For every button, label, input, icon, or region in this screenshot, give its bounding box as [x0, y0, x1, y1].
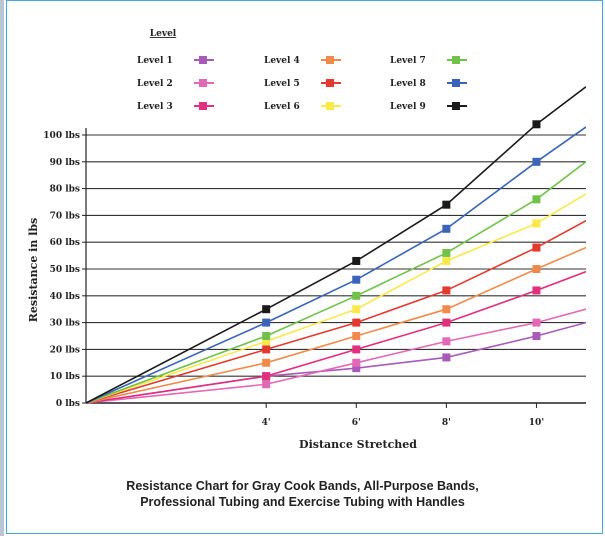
- series-line-level-5: [86, 220, 586, 404]
- left-edge-strip: [0, 0, 4, 536]
- data-point-level-2: [352, 358, 361, 367]
- data-point-level-6: [532, 219, 541, 228]
- data-point-level-9: [532, 120, 541, 129]
- data-point-level-4: [442, 305, 451, 314]
- y-tick-label: 80 lbs: [50, 185, 80, 195]
- data-point-level-3: [442, 318, 451, 327]
- legend-swatch-marker-level-9: [452, 102, 460, 110]
- legend-swatch-marker-level-5: [326, 79, 334, 87]
- data-point-level-5: [262, 345, 271, 354]
- legend-label-level-7: Level 7: [390, 56, 426, 66]
- y-tick-label: 10 lbs: [50, 372, 80, 382]
- x-tick-label: 6': [352, 418, 361, 428]
- legend-swatch-marker-level-6: [326, 102, 334, 110]
- data-point-level-7: [442, 248, 451, 257]
- series-line-level-8: [86, 126, 586, 404]
- y-tick-label: 30 lbs: [50, 319, 80, 329]
- data-point-level-5: [352, 318, 361, 327]
- series-line-level-6: [86, 193, 586, 404]
- legend-label-level-9: Level 9: [390, 102, 426, 112]
- chart-frame: [6, 0, 603, 534]
- data-point-level-5: [532, 243, 541, 252]
- series-line-level-9: [86, 86, 586, 404]
- chart-caption-line-2: Professional Tubing and Exercise Tubing …: [140, 495, 465, 509]
- data-point-level-8: [532, 157, 541, 166]
- data-point-level-4: [262, 358, 271, 367]
- data-point-level-9: [262, 305, 271, 314]
- data-point-level-7: [532, 195, 541, 204]
- legend-title: Level: [150, 29, 177, 39]
- y-tick-label: 50 lbs: [50, 265, 80, 275]
- series-line-level-3: [86, 270, 586, 404]
- data-point-level-6: [352, 305, 361, 314]
- legend-swatch-marker-level-7: [452, 56, 460, 64]
- data-point-level-2: [442, 337, 451, 346]
- y-tick-label: 70 lbs: [50, 211, 80, 221]
- legend-swatch-marker-level-4: [326, 56, 334, 64]
- data-point-level-9: [442, 200, 451, 209]
- data-point-level-7: [262, 332, 271, 340]
- data-point-level-4: [532, 265, 541, 273]
- legend-swatch-marker-level-3: [199, 102, 207, 110]
- data-point-level-2: [262, 380, 271, 389]
- y-tick-label: 20 lbs: [50, 345, 80, 355]
- series-line-level-7: [86, 161, 586, 404]
- data-point-level-6: [262, 337, 271, 346]
- data-point-level-4: [352, 332, 361, 340]
- y-tick-label: 60 lbs: [50, 238, 80, 248]
- data-point-level-3: [262, 372, 271, 381]
- y-tick-label: 90 lbs: [50, 158, 80, 168]
- legend-swatch-marker-level-8: [452, 79, 460, 87]
- data-point-level-8: [262, 318, 271, 327]
- legend-label-level-3: Level 3: [137, 102, 173, 112]
- data-point-level-7: [352, 291, 361, 300]
- data-point-level-1: [442, 353, 451, 362]
- data-point-level-1: [532, 332, 541, 340]
- data-point-level-2: [532, 318, 541, 327]
- series-line-level-2: [86, 308, 586, 404]
- x-tick-label: 4': [262, 418, 271, 428]
- series-line-level-4: [86, 246, 586, 404]
- data-point-level-3: [352, 345, 361, 354]
- data-point-level-1: [352, 364, 361, 373]
- y-tick-label: 0 lbs: [56, 399, 80, 409]
- x-tick-label: 8': [442, 418, 451, 428]
- legend-label-level-6: Level 6: [264, 102, 300, 112]
- data-point-level-9: [352, 256, 361, 265]
- y-axis-title: Resistance in lbs: [27, 218, 40, 323]
- data-point-level-6: [442, 256, 451, 265]
- legend-swatch-marker-level-1: [199, 56, 207, 64]
- series-line-level-1: [86, 321, 586, 404]
- legend-label-level-2: Level 2: [137, 79, 173, 89]
- y-tick-label: 100 lbs: [43, 131, 80, 141]
- legend-label-level-5: Level 5: [264, 79, 300, 89]
- legend-label-level-1: Level 1: [137, 56, 173, 66]
- y-tick-label: 40 lbs: [50, 292, 80, 302]
- legend-label-level-8: Level 8: [390, 79, 426, 89]
- x-tick-label: 10': [529, 418, 544, 428]
- data-point-level-5: [442, 286, 451, 295]
- chart-caption-line-1: Resistance Chart for Gray Cook Bands, Al…: [126, 479, 479, 493]
- data-point-level-8: [442, 224, 451, 233]
- x-axis-title: Distance Stretched: [299, 438, 417, 451]
- data-point-level-8: [352, 275, 361, 284]
- legend-swatch-marker-level-2: [199, 79, 207, 87]
- data-point-level-3: [532, 286, 541, 295]
- legend-label-level-4: Level 4: [264, 56, 300, 66]
